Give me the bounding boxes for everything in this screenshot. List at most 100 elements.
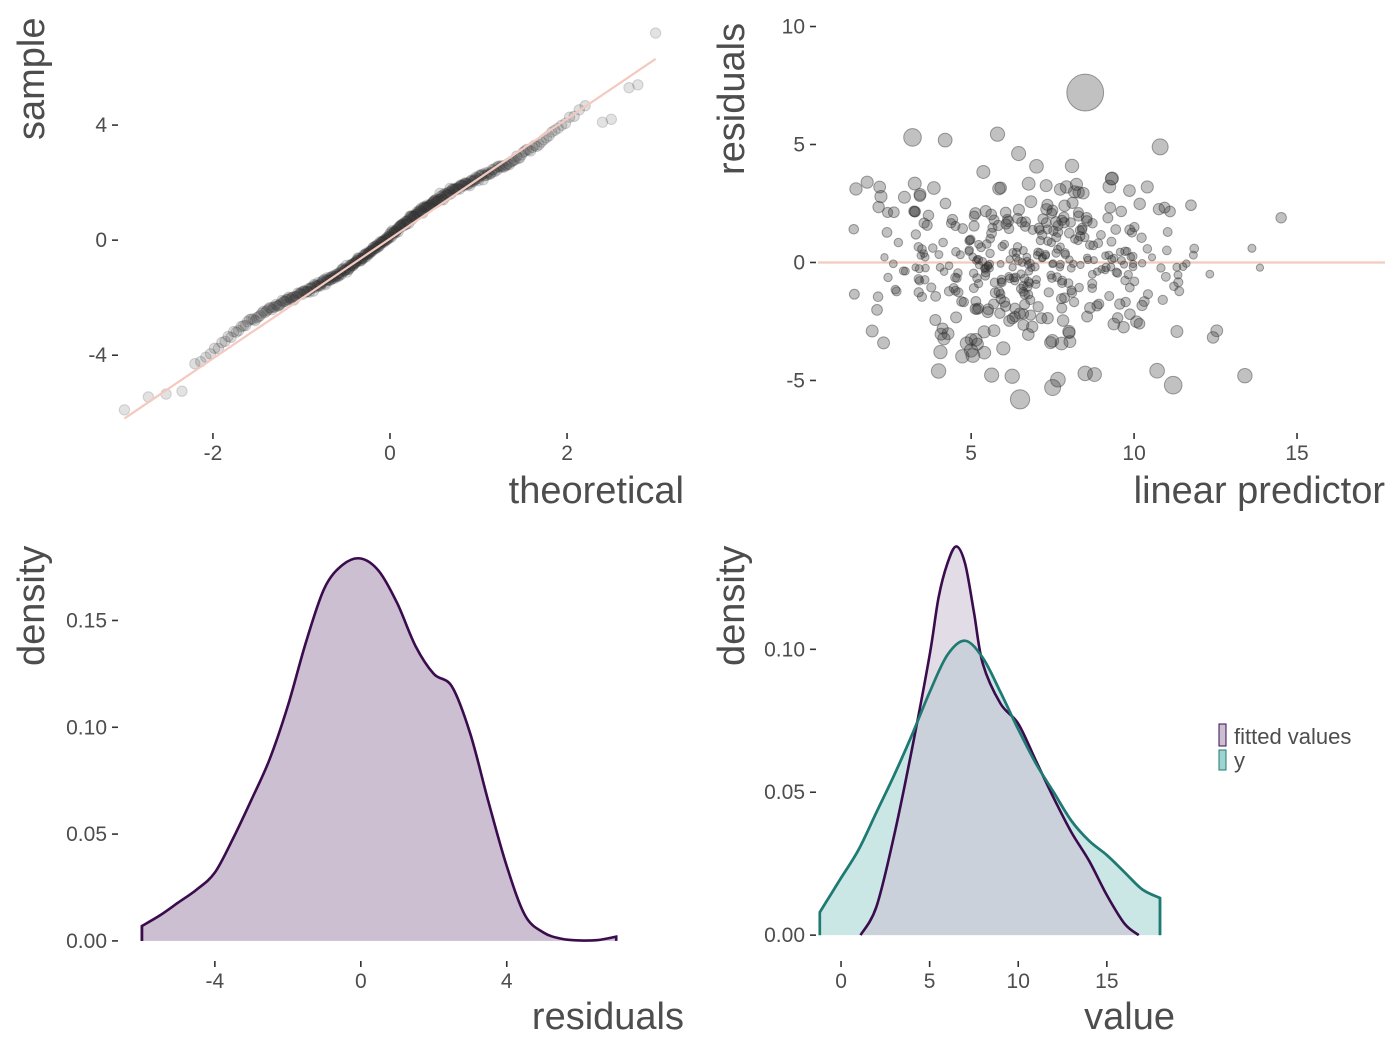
resid-point: [1066, 196, 1079, 209]
resid-point: [950, 285, 961, 296]
resid-point: [1023, 276, 1034, 287]
resid-point: [1044, 336, 1058, 350]
resid-point: [985, 264, 994, 273]
resid-point: [1111, 267, 1122, 277]
qq-point: [605, 113, 618, 126]
qq-point: [118, 404, 131, 416]
resid-point: [1039, 179, 1053, 193]
resid-point: [1101, 265, 1110, 275]
qq-point: [447, 183, 459, 195]
resid-point: [1055, 262, 1065, 272]
resid-point: [910, 229, 922, 240]
resid-point: [972, 256, 981, 265]
qq-point: [254, 309, 266, 322]
qq-point: [243, 314, 256, 326]
resid-y-tick-label: 5: [793, 133, 805, 156]
resid-point: [975, 261, 984, 270]
resid-point: [1101, 251, 1110, 260]
resid-point: [891, 286, 902, 297]
qq-point: [245, 313, 258, 325]
resid-point: [998, 296, 1011, 308]
resid-point: [1021, 176, 1036, 191]
resid-point: [1046, 237, 1056, 248]
resid-point: [1102, 179, 1117, 194]
qq-point: [237, 320, 250, 332]
resid-point: [883, 272, 893, 283]
resid-point: [1210, 324, 1224, 338]
resid-point: [903, 128, 922, 147]
qq-y-tick-label: 4: [95, 114, 107, 137]
resid-point: [1000, 218, 1012, 230]
qq-point: [286, 291, 298, 304]
resid-point: [1024, 195, 1038, 209]
resid-point: [985, 208, 998, 221]
resid-point: [1023, 289, 1034, 300]
resid-point: [1068, 185, 1082, 199]
resid-point: [1056, 314, 1070, 327]
resid-point: [1137, 259, 1147, 268]
resid-point: [1081, 215, 1093, 227]
resid-point: [1088, 240, 1099, 251]
resid-point: [983, 261, 993, 271]
resid-point: [965, 348, 981, 363]
resid-point: [1075, 231, 1086, 242]
qq-point: [189, 358, 201, 370]
qq-x-tick-label: -2: [204, 442, 223, 465]
resid-point: [965, 234, 976, 245]
resid-point: [1158, 201, 1171, 214]
resid-y-tick-label: 10: [782, 16, 805, 39]
resid-point: [848, 223, 860, 235]
resid-point: [860, 175, 874, 189]
resid-point: [1009, 389, 1031, 410]
resid-point: [913, 274, 924, 284]
qq-point: [271, 300, 283, 312]
resid-point: [1104, 201, 1117, 214]
resid-point: [888, 259, 898, 269]
qq-point: [280, 293, 293, 306]
qq-point: [414, 204, 426, 217]
resid-point: [1026, 320, 1039, 333]
resid-point: [920, 275, 930, 285]
resid-point: [1110, 224, 1122, 235]
resid-point: [1052, 220, 1064, 232]
resid-point: [1018, 246, 1028, 256]
resid-point: [1019, 273, 1030, 284]
ppc-y-tick-label: 0.05: [764, 781, 805, 804]
residual-density-fill: [141, 558, 617, 941]
qq-points: [118, 27, 662, 416]
resid-point: [986, 227, 997, 239]
qq-point: [263, 302, 275, 314]
resid-point: [1077, 365, 1093, 382]
qq-point: [279, 295, 292, 307]
resid-point: [976, 242, 986, 253]
resid-point: [968, 210, 980, 222]
density-y-tick-label: 0.00: [66, 930, 107, 953]
qq-point: [249, 314, 261, 327]
legend-label-fitted-values: fitted values: [1234, 724, 1351, 749]
resid-point: [1188, 250, 1198, 260]
resid-point: [1147, 253, 1157, 262]
resid-point: [927, 181, 941, 195]
resid-point: [1008, 273, 1019, 283]
resid-point: [1040, 249, 1051, 260]
resid-point: [1107, 317, 1121, 331]
resid-point: [982, 303, 995, 316]
resid-point: [1120, 246, 1130, 257]
resid-point: [1123, 184, 1136, 197]
resid-point: [996, 341, 1011, 356]
resid-point: [1056, 293, 1067, 305]
resid-point: [1050, 371, 1066, 388]
density-x-tick-label: 0: [355, 970, 367, 993]
resid-point: [995, 293, 1007, 305]
ppc-x-tick-label: 15: [1095, 970, 1118, 993]
resid-point: [1128, 262, 1138, 272]
resid-point: [1010, 272, 1021, 283]
resid-point: [964, 235, 975, 246]
resid-point: [992, 181, 1006, 196]
resid-point: [1035, 235, 1046, 246]
resid-point: [989, 277, 1000, 288]
resid-point: [980, 264, 990, 274]
resid-point: [1019, 221, 1031, 232]
qq-point: [239, 319, 252, 332]
resid-point: [1133, 317, 1146, 330]
